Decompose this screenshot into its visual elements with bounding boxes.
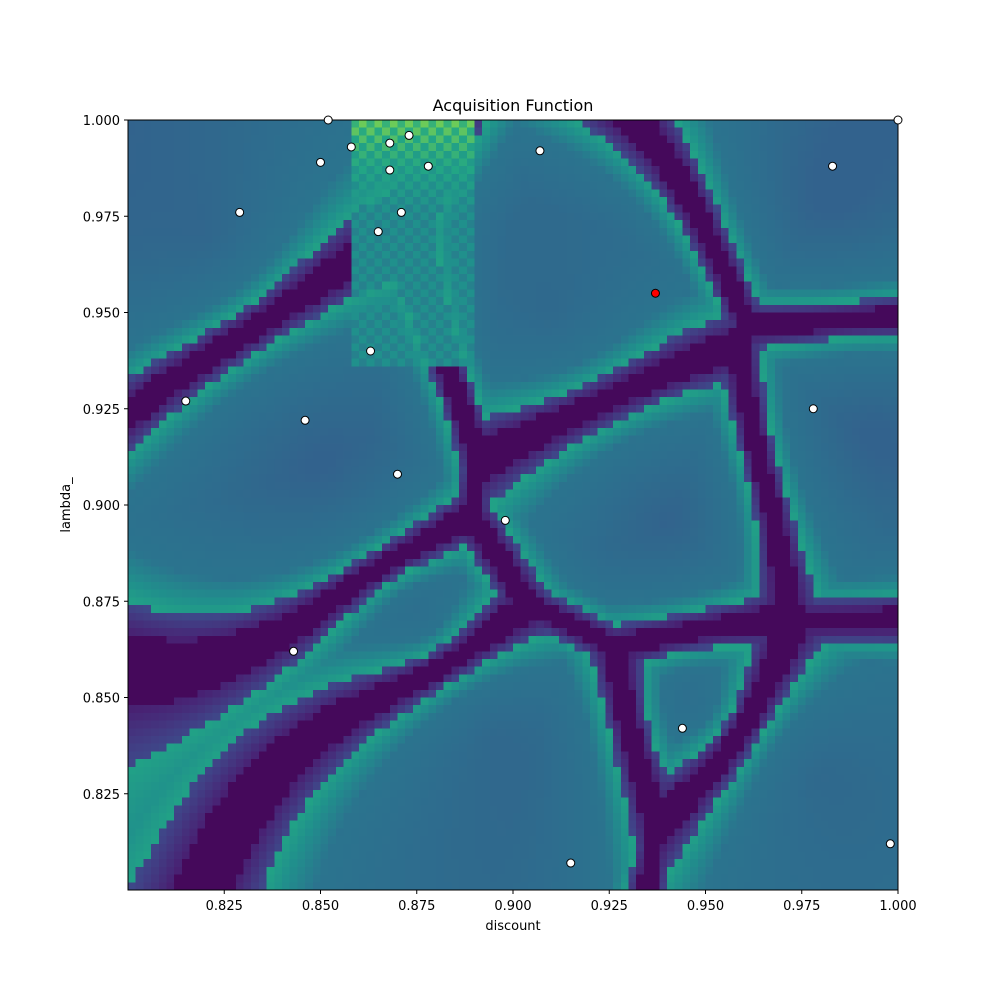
observation-points — [181, 115, 903, 868]
observed-point — [289, 646, 299, 656]
observed-point — [893, 115, 903, 125]
observed-point — [300, 415, 310, 425]
x-tick-label: 1.000 — [879, 899, 916, 914]
observed-point — [566, 858, 576, 868]
y-axis: 0.825 0.850 0.875 0.900 0.925 0.950 0.975 1.000 — [83, 114, 128, 803]
x-tick-label: 0.850 — [302, 899, 339, 914]
x-tick-label: 0.875 — [398, 899, 435, 914]
observed-point — [885, 839, 895, 849]
y-tick-label: 1.000 — [83, 114, 120, 129]
y-tick-label: 0.925 — [83, 403, 120, 418]
observed-point — [385, 138, 395, 148]
observed-point — [181, 396, 191, 406]
observed-point — [677, 723, 687, 733]
y-tick-label: 0.975 — [83, 210, 120, 225]
y-tick-label: 0.850 — [83, 692, 120, 707]
observed-point — [393, 469, 402, 479]
y-tick-label: 0.825 — [83, 788, 120, 803]
observed-point — [423, 161, 433, 171]
y-axis-label: lambda_ — [59, 477, 74, 533]
observed-point — [316, 157, 325, 167]
x-tick-label: 0.925 — [591, 899, 628, 914]
observed-point — [404, 130, 414, 140]
x-tick-label: 0.900 — [494, 899, 531, 914]
observed-point — [535, 146, 545, 156]
y-tick-label: 0.900 — [83, 499, 120, 514]
x-axis: 0.825 0.850 0.875 0.900 0.925 0.950 0.975 1.000 — [206, 890, 917, 914]
observed-point — [323, 115, 333, 125]
observed-point — [396, 207, 406, 217]
observed-point — [385, 165, 395, 175]
x-axis-label: discount — [485, 919, 540, 934]
y-tick-label: 0.875 — [83, 595, 120, 610]
x-tick-label: 0.950 — [687, 899, 724, 914]
y-tick-label: 0.950 — [83, 307, 120, 322]
chart-title: Acquisition Function — [433, 96, 594, 115]
observed-point — [373, 227, 383, 237]
observed-point — [346, 142, 356, 152]
next-point — [650, 288, 660, 298]
observed-point — [366, 346, 376, 356]
x-tick-label: 0.825 — [206, 899, 243, 914]
observed-point — [808, 404, 818, 414]
heatmap — [128, 120, 898, 890]
observed-point — [500, 515, 510, 525]
observed-point — [235, 207, 245, 217]
heatmap-image — [128, 120, 898, 890]
observed-point — [828, 161, 838, 171]
x-tick-label: 0.975 — [783, 899, 820, 914]
